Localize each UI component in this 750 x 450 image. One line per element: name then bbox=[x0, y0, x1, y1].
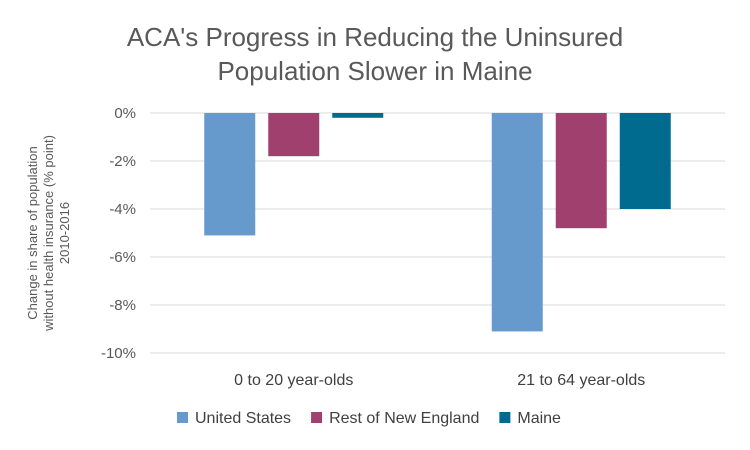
y-tick-label: -8% bbox=[109, 297, 136, 314]
x-category-label: 0 to 20 year-olds bbox=[234, 372, 353, 389]
bar-rest-of-new-england-0 bbox=[268, 113, 320, 157]
y-tick-label: -4% bbox=[109, 201, 136, 218]
chart-title-line-2: Population Slower in Maine bbox=[217, 56, 532, 86]
y-axis-ticks: 0% -2% -4% -6% -8% -10% bbox=[101, 105, 136, 362]
bar-united-states-0 bbox=[204, 113, 256, 236]
legend-swatch bbox=[177, 412, 188, 423]
legend-swatch bbox=[311, 412, 323, 423]
y-tick-label: -10% bbox=[101, 345, 136, 362]
legend: United States Rest of New England Maine bbox=[177, 410, 561, 427]
y-axis-label-line-1: Change in share of population bbox=[25, 146, 40, 319]
y-axis-label-line-3: 2010-2016 bbox=[57, 202, 72, 264]
bar-maine-0 bbox=[332, 113, 384, 118]
bar-rest-of-new-england-1 bbox=[555, 113, 607, 229]
x-category-label: 21 to 64 year-olds bbox=[517, 372, 645, 389]
y-tick-label: 0% bbox=[114, 105, 136, 122]
bar-united-states-1 bbox=[491, 113, 543, 332]
chart-title-line-1: ACA's Progress in Reducing the Uninsured bbox=[127, 22, 623, 52]
x-axis-categories: 0 to 20 year-olds 21 to 64 year-olds bbox=[234, 372, 645, 389]
y-tick-label: -2% bbox=[109, 153, 136, 170]
chart-title: ACA's Progress in Reducing the Uninsured… bbox=[127, 22, 623, 86]
y-axis-label: Change in share of population without he… bbox=[25, 135, 72, 332]
legend-label: Rest of New England bbox=[329, 410, 479, 427]
legend-swatch bbox=[499, 412, 511, 423]
y-tick-label: -6% bbox=[109, 249, 136, 266]
bar-maine-1 bbox=[619, 113, 671, 209]
legend-label: Maine bbox=[517, 410, 561, 427]
legend-item: United States bbox=[177, 410, 291, 427]
y-axis-label-line-2: without health insurance (% point) bbox=[41, 135, 56, 332]
legend-item: Maine bbox=[499, 410, 561, 427]
legend-label: United States bbox=[195, 410, 291, 427]
bars bbox=[204, 113, 671, 332]
legend-item: Rest of New England bbox=[311, 410, 479, 427]
